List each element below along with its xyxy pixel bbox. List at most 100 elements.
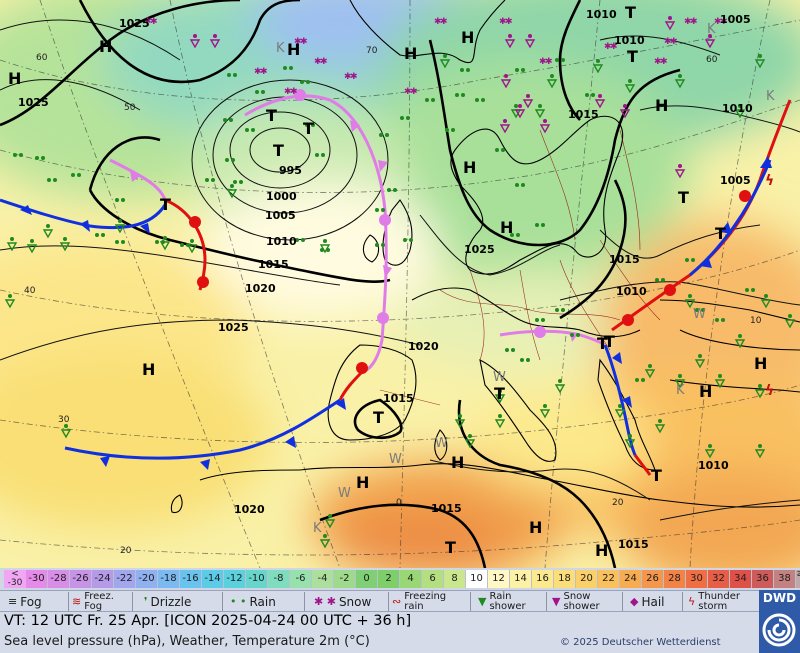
svg-text:✱: ✱ bbox=[505, 17, 513, 27]
temp-swatch: -4 bbox=[312, 570, 334, 588]
copyright: © 2025 Deutscher Wetterdienst bbox=[560, 637, 721, 648]
svg-text:✱: ✱ bbox=[144, 17, 152, 27]
temp-swatch: -24 bbox=[92, 570, 114, 588]
temp-swatch: -10 bbox=[246, 570, 268, 588]
low-pressure-center: T bbox=[651, 466, 662, 485]
shower-symbol bbox=[624, 79, 636, 94]
rain-symbol bbox=[495, 148, 505, 152]
grid-label: 70 bbox=[366, 46, 378, 56]
shower-symbol bbox=[439, 54, 451, 69]
shower-symbol bbox=[734, 104, 746, 119]
low-pressure-center: T bbox=[715, 224, 726, 243]
snow-symbol: ✱✱ bbox=[654, 57, 668, 67]
snow-symbol: ✱✱ bbox=[714, 17, 728, 27]
legend-freezing-fog: ≋ Freez. Fog bbox=[72, 590, 114, 612]
temp-swatch: 14 bbox=[510, 570, 532, 588]
svg-text:✱: ✱ bbox=[150, 17, 158, 27]
legend-hail: ◆ Hail bbox=[630, 594, 665, 609]
shower-symbol bbox=[500, 74, 512, 89]
isobar-label: 1020 bbox=[408, 340, 439, 353]
shower-symbol bbox=[754, 444, 766, 459]
snow-symbol: ✱✱ bbox=[539, 57, 553, 67]
warm-front-spain bbox=[338, 370, 364, 401]
snow-symbol: ✱✱ bbox=[254, 67, 268, 77]
isobar-label: 1015 bbox=[431, 502, 462, 515]
temp-swatch: -8 bbox=[268, 570, 290, 588]
snow-shower-icon: ▼ bbox=[552, 595, 561, 608]
rain-symbol bbox=[245, 128, 255, 132]
temp-swatch: 38 bbox=[774, 570, 796, 588]
svg-text:✱: ✱ bbox=[684, 17, 692, 27]
shower-symbol bbox=[6, 237, 18, 252]
shower-symbol bbox=[614, 404, 626, 419]
shower-symbol bbox=[704, 444, 716, 459]
rain-symbol bbox=[13, 153, 23, 157]
temp-swatch: 2 bbox=[378, 570, 400, 588]
svg-text:✱: ✱ bbox=[254, 67, 262, 77]
shower-symbol bbox=[619, 104, 631, 119]
shower-symbol bbox=[454, 414, 466, 429]
isobar-label: 1010 bbox=[614, 34, 645, 47]
isobar-label: 1010 bbox=[722, 102, 753, 115]
dwd-swirl-icon bbox=[762, 613, 796, 647]
shower-symbol bbox=[684, 294, 696, 309]
temp-swatch: 8 bbox=[444, 570, 466, 588]
temp-swatch: 26 bbox=[642, 570, 664, 588]
svg-text:✱: ✱ bbox=[545, 57, 553, 67]
legend-thunderstorm: ϟ Thunder storm bbox=[688, 590, 740, 612]
shower-symbol bbox=[554, 379, 566, 394]
temp-swatch: -18 bbox=[158, 570, 180, 588]
rain-symbol bbox=[460, 68, 470, 72]
temperature-scale-low: < -30 bbox=[4, 570, 26, 588]
rain-symbol bbox=[715, 318, 725, 322]
shower-symbol bbox=[594, 94, 606, 109]
shower-symbol bbox=[704, 34, 716, 49]
low-pressure-center: T bbox=[445, 538, 456, 557]
svg-text:✱: ✱ bbox=[404, 87, 412, 97]
weather-letter: K bbox=[707, 22, 716, 37]
legend-drizzle: ❜ Drizzle bbox=[144, 594, 192, 609]
rain-symbol bbox=[223, 118, 233, 122]
freezing-fog-icon: ≋ bbox=[72, 595, 82, 608]
svg-text:✱: ✱ bbox=[314, 57, 322, 67]
svg-text:✱: ✱ bbox=[690, 17, 698, 27]
rain-symbol bbox=[375, 243, 385, 247]
shower-symbol bbox=[644, 364, 656, 379]
high-pressure-center: H bbox=[451, 453, 464, 472]
shower-symbol bbox=[159, 236, 171, 251]
weather-letter: K bbox=[676, 383, 685, 398]
shower-symbol bbox=[59, 237, 71, 252]
temp-swatch: -6 bbox=[290, 570, 312, 588]
weather-letter: W bbox=[493, 370, 506, 385]
shower-symbol bbox=[226, 184, 238, 199]
isobar-label: 1010 bbox=[586, 8, 617, 21]
temp-swatch: -26 bbox=[70, 570, 92, 588]
isobar-label: 1005 bbox=[265, 209, 296, 222]
weather-legend: ≡ Fog ≋ Freez. Fog ❜ Drizzle • • Rain ✱ ✱ Snow… bbox=[0, 590, 800, 612]
high-pressure-center: H bbox=[463, 158, 476, 177]
drizzle-icon: ❜ bbox=[144, 595, 148, 608]
temp-swatch: -20 bbox=[136, 570, 158, 588]
shower-symbol bbox=[499, 119, 511, 134]
snow-symbol: ✱✱ bbox=[144, 17, 158, 27]
isobars-bold bbox=[0, 0, 681, 568]
rain-symbol bbox=[510, 233, 520, 237]
shower-symbol bbox=[4, 294, 16, 309]
rain-symbol bbox=[475, 98, 485, 102]
rain-symbol bbox=[445, 128, 455, 132]
isobar-label: 1025 bbox=[18, 96, 49, 109]
legend-fog: ≡ Fog bbox=[8, 594, 42, 609]
weather-letter: K bbox=[276, 41, 285, 56]
grid-label: 0 bbox=[396, 498, 402, 508]
isobar-label: 995 bbox=[279, 164, 302, 177]
isobar-label: 1010 bbox=[698, 459, 729, 472]
coastlines bbox=[170, 0, 800, 514]
chart-description: Sea level pressure (hPa), Weather, Tempe… bbox=[4, 634, 370, 649]
rain-symbol bbox=[35, 156, 45, 160]
rain-symbol bbox=[515, 183, 525, 187]
temp-swatch: 12 bbox=[488, 570, 510, 588]
legend-snow-shower: ▼ Snow shower bbox=[552, 590, 600, 612]
high-pressure-center: H bbox=[142, 360, 155, 379]
